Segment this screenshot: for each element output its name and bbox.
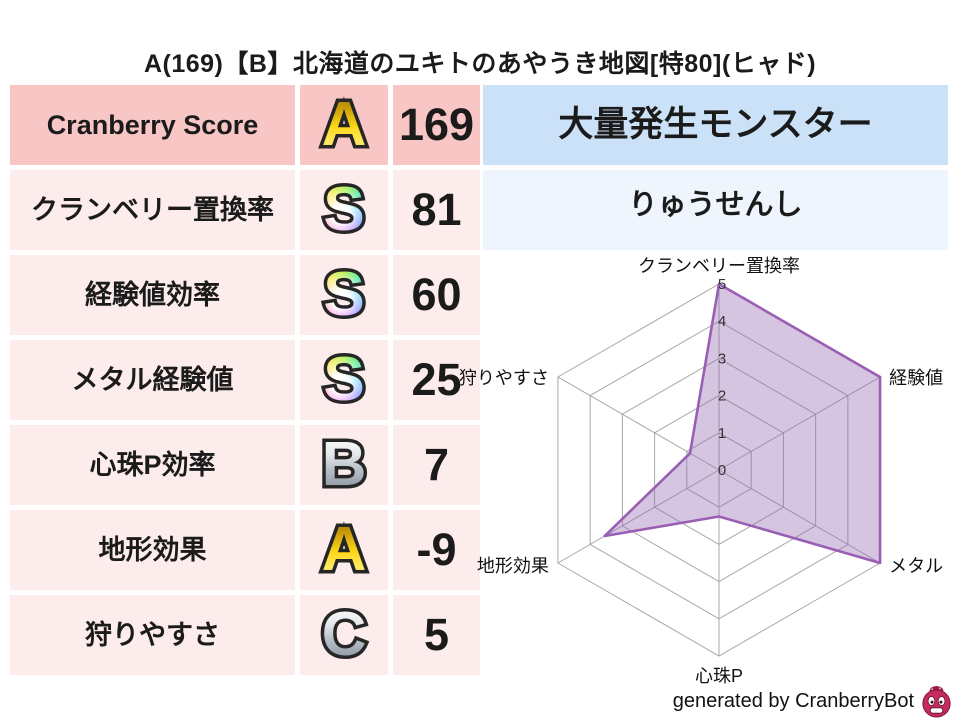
radar-axis-line	[718, 376, 881, 471]
stat-label: 地形効果	[10, 510, 295, 590]
stat-value: 7	[393, 425, 480, 505]
monster-name: りゅうせんし	[483, 170, 948, 250]
stat-value: -9	[393, 510, 480, 590]
table-row: クランベリー置換率 S S 81	[0, 170, 480, 250]
stat-value: 25	[393, 340, 480, 420]
grade-cell: A A	[300, 85, 388, 165]
radar-axis-line	[557, 376, 720, 471]
radar-axis-label: クランベリー置換率	[638, 256, 800, 276]
monster-panel-header: 大量発生モンスター	[483, 85, 948, 165]
table-row: 心珠P効率 B B 7	[0, 425, 480, 505]
grade-cell: A A	[300, 510, 388, 590]
grade-cell: C C	[300, 595, 388, 675]
footer: generated by CranberryBot	[673, 684, 954, 719]
grade-letter: S	[300, 255, 388, 335]
radar-axis-label: 狩りやすさ	[460, 368, 549, 388]
stat-label: メタル経験値	[10, 340, 295, 420]
stat-label: 狩りやすさ	[10, 595, 295, 675]
radar-axis-line	[718, 469, 881, 564]
grade-letter-outline: B	[300, 425, 388, 505]
stat-label: 経験値効率	[10, 255, 295, 335]
grade-cell: S S	[300, 340, 388, 420]
grade-letter-outline: C	[300, 595, 388, 675]
grade-letter: A	[300, 510, 388, 590]
radar-axis-line	[557, 469, 720, 564]
grade-letter-outline: A	[300, 85, 388, 165]
radar-tick-label: 4	[718, 313, 726, 330]
grade-letter: S	[300, 170, 388, 250]
table-row: Cranberry Score A A 169	[0, 85, 480, 165]
grade-letter: B	[300, 425, 388, 505]
radar-axis-label: メタル	[889, 556, 943, 576]
grade-letter: A	[300, 85, 388, 165]
radar-data-polygon	[603, 282, 882, 565]
grade-cell: S S	[300, 255, 388, 335]
stat-value: 169	[393, 85, 480, 165]
stat-label: 心珠P効率	[10, 425, 295, 505]
grade-cell: B B	[300, 425, 388, 505]
radar-axis-label: 心珠P	[695, 666, 743, 686]
radar-tick-label: 1	[718, 425, 726, 442]
radar-tick-label: 3	[718, 350, 726, 367]
credit-text: generated by CranberryBot	[672, 690, 914, 712]
stat-value: 5	[393, 595, 480, 675]
grade-cell: S S	[300, 170, 388, 250]
radar-tick-label: 0	[718, 462, 726, 479]
radar-axis-label: 地形効果	[477, 556, 549, 576]
stat-label: クランベリー置換率	[10, 170, 295, 250]
radar-tick-label: 5	[718, 276, 726, 293]
grade-letter: C	[300, 595, 388, 675]
grade-letter-outline: A	[300, 510, 388, 590]
cranberry-mascot-icon	[922, 685, 951, 718]
stat-label: Cranberry Score	[10, 85, 295, 165]
page-title: A(169)【B】北海道のユキトのあやうき地図[特80](ヒャド)	[143, 50, 817, 78]
table-row: メタル経験値 S S 25	[0, 340, 480, 420]
table-row: 経験値効率 S S 60	[0, 255, 480, 335]
grade-letter: S	[300, 340, 388, 420]
table-row: 地形効果 A A -9	[0, 510, 480, 590]
stat-value: 60	[393, 255, 480, 335]
table-row: 狩りやすさ C C 5	[0, 595, 480, 675]
radar-axis-label: 経験値	[889, 368, 943, 388]
stat-value: 81	[393, 170, 480, 250]
radar-tick-label: 2	[718, 388, 726, 405]
